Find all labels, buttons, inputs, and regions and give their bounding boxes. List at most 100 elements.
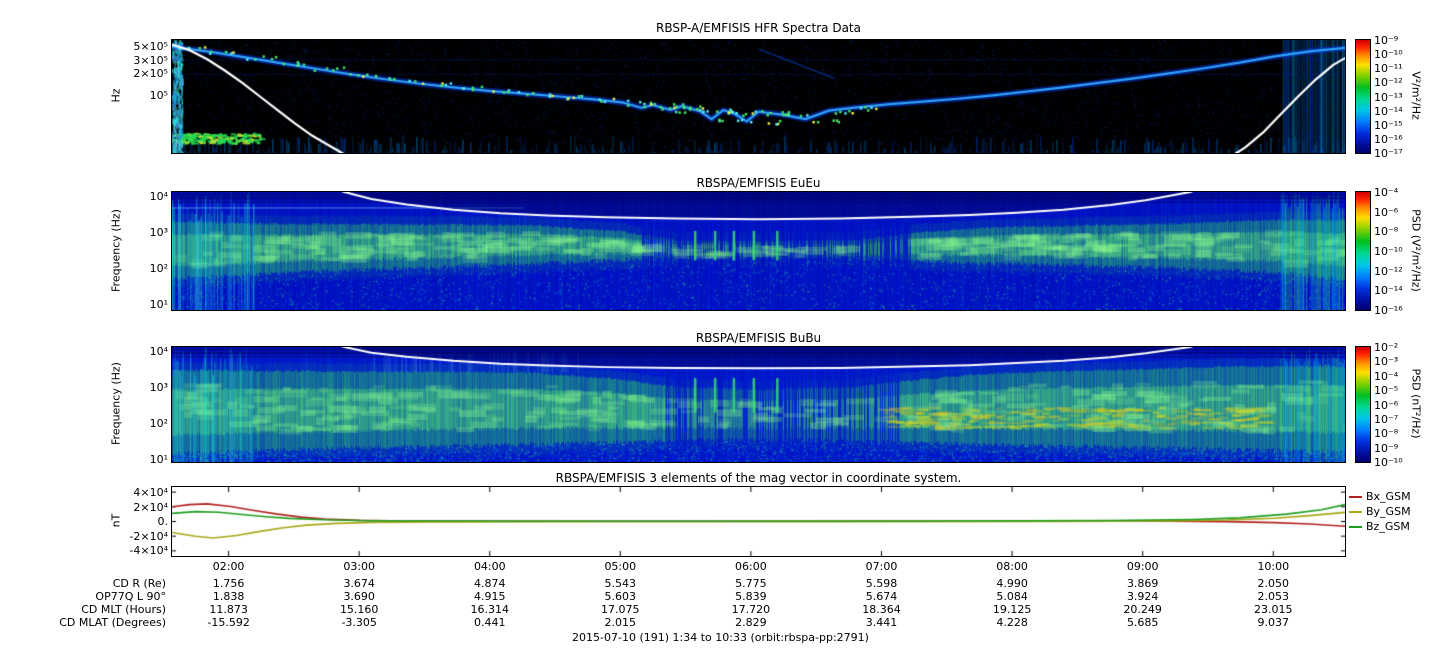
colorbar-tick-label: 10⁻⁸ xyxy=(1374,225,1399,239)
legend-swatch-bx-gsm xyxy=(1349,496,1362,498)
y-tick-label: 5×10⁵ xyxy=(133,40,168,53)
time-tick-label: 04:00 xyxy=(473,560,506,573)
bubu-spectrogram-canvas xyxy=(172,347,1345,462)
panel2-title: RBSPA/EMFISIS EuEu xyxy=(696,176,821,190)
colorbar-tick-label: 10⁻¹² xyxy=(1374,76,1403,90)
table-cell: -3.305 xyxy=(341,616,377,629)
table-row-label: CD MLAT (Degrees) xyxy=(59,616,166,629)
y-tick-label: 10³ xyxy=(149,226,168,239)
colorbar-tick-label: 10⁻⁶ xyxy=(1374,398,1399,412)
table-cell: 4.990 xyxy=(996,577,1028,590)
table-cell: 5.603 xyxy=(604,590,637,603)
eueu-spectrogram-canvas xyxy=(172,192,1345,310)
legend-swatch-by-gsm xyxy=(1349,511,1362,513)
colorbar-tick-label: 10⁻⁶ xyxy=(1374,205,1399,219)
table-cell: 18.364 xyxy=(862,603,901,616)
legend-label-bx-gsm: Bx_GSM xyxy=(1366,490,1411,503)
eueu-spectrogram-panel xyxy=(171,191,1346,311)
y-tick-label: 4×10⁴ xyxy=(133,486,168,499)
colorbar-tick-label: 10⁻¹⁰ xyxy=(1374,456,1403,469)
colorbar2-canvas xyxy=(1355,191,1371,311)
table-cell: 17.075 xyxy=(601,603,640,616)
colorbar-tick-label: 10⁻¹⁵ xyxy=(1374,118,1403,132)
y-tick-label: 2×10⁴ xyxy=(133,500,168,514)
table-row-label: CD R (Re) xyxy=(112,577,166,590)
hfr-spectrogram-canvas xyxy=(172,40,1345,153)
y-tick-label: 10⁴ xyxy=(149,345,168,358)
y-tick-label: 10¹ xyxy=(149,453,168,466)
table-cell: 2.015 xyxy=(604,616,637,629)
colorbar3-canvas xyxy=(1355,346,1371,463)
time-tick-label: 02:00 xyxy=(212,560,245,573)
colorbar-tick-label: 10⁻¹⁴ xyxy=(1374,284,1403,298)
table-cell: -15.592 xyxy=(207,616,250,629)
table-cell: 5.685 xyxy=(1126,616,1159,629)
table-cell: 5.775 xyxy=(735,577,767,590)
colorbar-tick-label: 10⁻¹¹ xyxy=(1374,62,1403,76)
table-cell: 0.441 xyxy=(474,616,506,629)
colorbar-tick-label: 10⁻⁷ xyxy=(1374,412,1399,426)
table-cell: 1.838 xyxy=(212,590,245,603)
legend-label-bz-gsm: Bz_GSM xyxy=(1366,520,1410,533)
table-cell: 2.829 xyxy=(735,616,767,629)
table-cell: 4.915 xyxy=(474,590,506,603)
table-cell: 4.874 xyxy=(474,577,506,590)
table-cell: 11.873 xyxy=(209,603,248,616)
hfr-spectrogram-panel xyxy=(171,39,1346,154)
table-cell: 4.228 xyxy=(996,616,1028,629)
y-tick-label: 2×10⁵ xyxy=(133,67,168,80)
y-tick-label: -2×10⁴ xyxy=(129,529,168,543)
time-tick-label: 06:00 xyxy=(735,560,767,573)
table-cell: 9.037 xyxy=(1257,616,1290,629)
y-tick-label: 10² xyxy=(149,417,168,430)
time-tick-label: 05:00 xyxy=(604,560,637,573)
panel4-title: RBSPA/EMFISIS 3 elements of the mag vect… xyxy=(555,471,962,485)
table-row-label: CD MLT (Hours) xyxy=(81,603,166,616)
y-tick-label: 3×10⁵ xyxy=(133,54,168,67)
table-cell: 1.756 xyxy=(212,577,245,590)
colorbar-tick-label: 10⁻¹⁷ xyxy=(1374,147,1403,160)
y-tick-label: -4×10⁴ xyxy=(129,544,168,557)
colorbar-tick-label: 10⁻¹⁶ xyxy=(1374,132,1403,146)
colorbar1-canvas xyxy=(1355,39,1371,154)
table-cell: 5.839 xyxy=(735,590,767,603)
mag-vector-panel xyxy=(171,486,1346,557)
table-cell: 3.869 xyxy=(1126,577,1159,590)
footer-caption: 2015-07-10 (191) 1:34 to 10:33 (orbit:rb… xyxy=(572,631,869,644)
colorbar-tick-label: 10⁻¹⁴ xyxy=(1374,104,1403,118)
table-row-label: OP77Q L 90° xyxy=(95,590,166,603)
colorbar-tick-label: 10⁻⁴ xyxy=(1374,186,1399,199)
table-cell: 3.441 xyxy=(865,616,898,629)
y-tick-label: 10¹ xyxy=(149,298,168,311)
table-cell: 5.598 xyxy=(865,577,898,590)
colorbar-tick-label: 10⁻³ xyxy=(1374,355,1399,369)
table-cell: 5.543 xyxy=(604,577,637,590)
table-cell: 5.084 xyxy=(996,590,1028,603)
time-tick-label: 09:00 xyxy=(1126,560,1159,573)
y-tick-label: 10⁴ xyxy=(149,190,168,203)
table-cell: 23.015 xyxy=(1254,603,1293,616)
table-cell: 15.160 xyxy=(339,603,379,616)
table-cell: 5.674 xyxy=(865,590,898,603)
legend-swatch-bz-gsm xyxy=(1349,526,1362,528)
table-cell: 3.674 xyxy=(343,577,375,590)
colorbar-tick-label: 10⁻² xyxy=(1374,341,1399,354)
colorbar-tick-label: 10⁻¹⁰ xyxy=(1374,48,1403,62)
table-cell: 3.690 xyxy=(343,590,375,603)
table-cell: 16.314 xyxy=(470,603,510,616)
y-tick-label: 10² xyxy=(149,262,168,275)
table-cell: 3.924 xyxy=(1126,590,1159,603)
y-tick-label: 10³ xyxy=(149,381,168,394)
table-cell: 20.249 xyxy=(1123,603,1162,616)
colorbar-tick-label: 10⁻¹⁰ xyxy=(1374,245,1403,258)
colorbar-tick-label: 10⁻¹³ xyxy=(1374,90,1403,104)
colorbar-tick-label: 10⁻⁸ xyxy=(1374,427,1399,441)
colorbar-tick-label: 10⁻¹² xyxy=(1374,264,1403,278)
legend-label-by-gsm: By_GSM xyxy=(1366,505,1411,518)
table-cell: 17.720 xyxy=(731,603,771,616)
panel1-title: RBSP-A/EMFISIS HFR Spectra Data xyxy=(656,21,861,35)
colorbar-tick-label: 10⁻⁹ xyxy=(1374,441,1399,455)
time-tick-label: 03:00 xyxy=(343,560,376,573)
mag-vector-canvas xyxy=(172,487,1345,556)
